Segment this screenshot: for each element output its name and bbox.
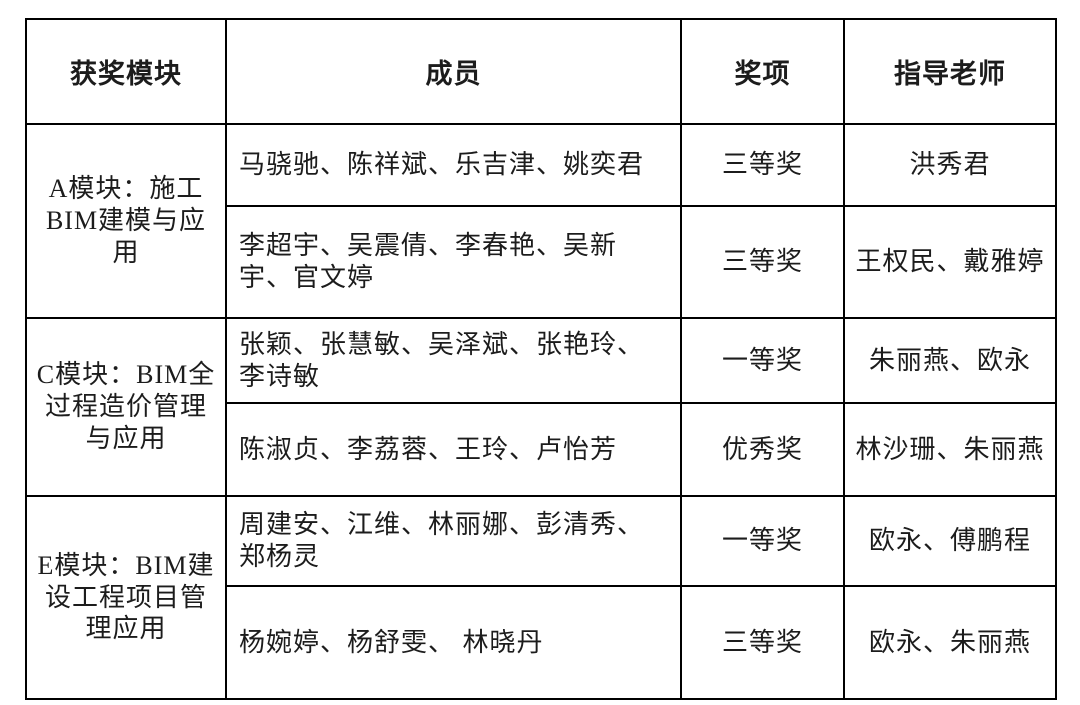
award-cell: 三等奖: [680, 123, 845, 207]
table-row: 李超宇、吴震倩、李春艳、吴新宇、官文婷 三等奖 王权民、戴雅婷: [26, 205, 1057, 319]
teachers-cell: 王权民、戴雅婷: [843, 205, 1057, 319]
column-header-members: 成员: [225, 18, 682, 125]
module-e-cell: E模块：BIM建设工程项目管理应用: [25, 495, 227, 700]
column-header-module: 获奖模块: [25, 18, 227, 125]
table-header-row: 获奖模块 成员 奖项 指导老师: [25, 18, 1057, 125]
award-results-table: 获奖模块 成员 奖项 指导老师 A模块：施工BIM建模与应用 马骁驰、陈祥斌、乐…: [25, 18, 1057, 700]
table-row: 陈淑贞、李荔蓉、王玲、卢怡芳 优秀奖 林沙珊、朱丽燕: [26, 402, 1057, 497]
members-cell: 张颖、张慧敏、吴泽斌、张艳玲、李诗敏: [225, 317, 682, 404]
award-cell: 一等奖: [680, 317, 845, 404]
teachers-cell: 洪秀君: [843, 123, 1057, 207]
award-cell: 优秀奖: [680, 402, 845, 497]
award-cell: 三等奖: [680, 205, 845, 319]
column-header-teachers: 指导老师: [843, 18, 1057, 125]
members-cell: 马骁驰、陈祥斌、乐吉津、姚奕君: [225, 123, 682, 207]
award-cell: 三等奖: [680, 585, 845, 700]
table-row: C模块：BIM全过程造价管理与应用 张颖、张慧敏、吴泽斌、张艳玲、李诗敏 一等奖…: [25, 317, 1057, 497]
members-cell: 周建安、江维、林丽娜、彭清秀、郑杨灵: [225, 495, 682, 587]
members-cell: 陈淑贞、李荔蓉、王玲、卢怡芳: [225, 402, 682, 497]
module-c-cell: C模块：BIM全过程造价管理与应用: [25, 317, 227, 497]
teachers-cell: 欧永、朱丽燕: [843, 585, 1057, 700]
teachers-cell: 朱丽燕、欧永: [843, 317, 1057, 404]
table-row: A模块：施工BIM建模与应用 马骁驰、陈祥斌、乐吉津、姚奕君 三等奖 洪秀君: [25, 123, 1057, 319]
teachers-cell: 欧永、傅鹏程: [843, 495, 1057, 587]
members-cell: 李超宇、吴震倩、李春艳、吴新宇、官文婷: [225, 205, 682, 319]
table-row: 杨婉婷、杨舒雯、 林晓丹 三等奖 欧永、朱丽燕: [26, 585, 1057, 700]
column-header-award: 奖项: [680, 18, 845, 125]
module-a-cell: A模块：施工BIM建模与应用: [25, 123, 227, 319]
award-cell: 一等奖: [680, 495, 845, 587]
teachers-cell: 林沙珊、朱丽燕: [843, 402, 1057, 497]
members-cell: 杨婉婷、杨舒雯、 林晓丹: [225, 585, 682, 700]
table-row: E模块：BIM建设工程项目管理应用 周建安、江维、林丽娜、彭清秀、郑杨灵 一等奖…: [25, 495, 1057, 700]
